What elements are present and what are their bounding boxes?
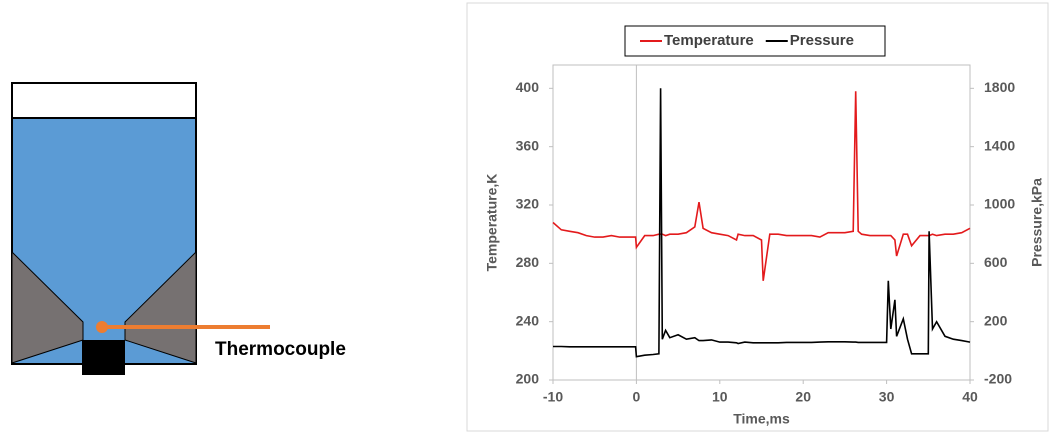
y-tick-label: 400 [516,79,540,95]
tank-lid [11,82,197,119]
x-tick-label: -10 [543,389,563,405]
x-tick-label: 10 [712,389,728,405]
y2-tick-label: -200 [984,371,1012,387]
y2-tick-label: 1000 [984,196,1015,212]
y2-tick-label: 600 [984,254,1008,270]
diagram-label: Thermocouple [215,339,346,360]
series-line [553,88,971,358]
y-tick-label: 320 [516,196,540,212]
y2-tick-label: 1800 [984,79,1015,95]
series-line [552,91,971,281]
tank-diagram: Thermocouple [11,82,346,375]
x-tick-label: 0 [633,389,641,405]
y-tick-label: 280 [516,254,540,270]
nozzle [82,340,125,375]
legend-box [624,25,886,57]
legend-label: Pressure [790,32,854,49]
x-axis-title: Time,ms [733,411,790,427]
y-tick-label: 360 [516,137,540,153]
y-tick-label: 200 [516,371,540,387]
x-tick-label: 30 [879,389,895,405]
chart-frame [466,2,1049,432]
x-tick-label: 40 [962,389,978,405]
x-tick-label: 20 [795,389,811,405]
y2-tick-label: 200 [984,312,1008,328]
y2-tick-label: 1400 [984,137,1015,153]
y-tick-label: 240 [516,312,540,328]
probe-tip [96,321,108,333]
legend-label: Temperature [664,32,754,49]
y2-axis-title: Pressure,kPa [1029,178,1045,267]
y-axis-title: Temperature,K [484,174,500,272]
